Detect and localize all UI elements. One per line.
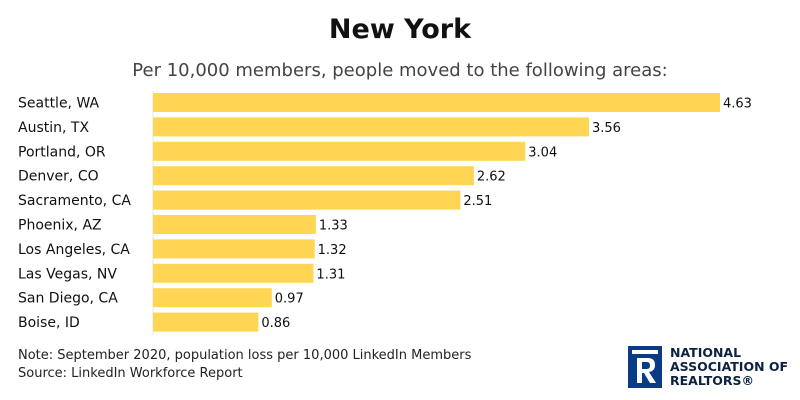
bar xyxy=(153,141,526,161)
category-label: Austin, TX xyxy=(18,120,89,136)
data-label: 2.62 xyxy=(477,170,506,185)
bar xyxy=(153,166,474,186)
bar xyxy=(153,215,316,234)
logo-line-3: REALTORS® xyxy=(670,373,755,388)
chart-source: Source: LinkedIn Workforce Report xyxy=(18,366,243,381)
chart-note: Note: September 2020, population loss pe… xyxy=(18,348,472,363)
data-label: 1.31 xyxy=(316,267,345,282)
data-label: 0.97 xyxy=(275,292,304,307)
category-label: Los Angeles, CA xyxy=(18,242,130,258)
category-label: Phoenix, AZ xyxy=(18,218,102,234)
data-label: 4.63 xyxy=(723,97,752,112)
data-label: 1.32 xyxy=(318,243,347,258)
bar xyxy=(153,190,461,210)
bar xyxy=(153,312,259,332)
logo-text: NATIONAL ASSOCIATION OF REALTORS® xyxy=(670,346,788,388)
category-label: San Diego, CA xyxy=(18,291,118,307)
data-label: 1.33 xyxy=(319,219,348,234)
logo-line-2: ASSOCIATION OF xyxy=(670,359,789,374)
category-label: Denver, CO xyxy=(18,169,99,185)
data-label: 3.56 xyxy=(592,121,621,136)
bar xyxy=(153,117,589,137)
data-label: 3.04 xyxy=(528,145,557,160)
logo-line-1: NATIONAL xyxy=(670,345,742,360)
bar xyxy=(153,93,720,112)
category-label: Seattle, WA xyxy=(18,96,100,112)
category-label: Sacramento, CA xyxy=(18,193,131,209)
bar xyxy=(153,263,314,283)
bar xyxy=(153,239,315,259)
category-label: Boise, ID xyxy=(18,315,80,331)
chart-subtitle: Per 10,000 members, people moved to the … xyxy=(132,60,668,81)
chart-title: New York xyxy=(328,14,472,45)
data-label: 2.51 xyxy=(463,194,492,209)
category-label: Las Vegas, NV xyxy=(18,266,117,282)
bar xyxy=(153,288,272,308)
realtor-r-logo-icon xyxy=(628,346,662,388)
nar-logo: NATIONAL ASSOCIATION OF REALTORS® xyxy=(628,346,798,390)
category-label: Portland, OR xyxy=(18,144,106,160)
data-label: 0.86 xyxy=(261,316,290,331)
